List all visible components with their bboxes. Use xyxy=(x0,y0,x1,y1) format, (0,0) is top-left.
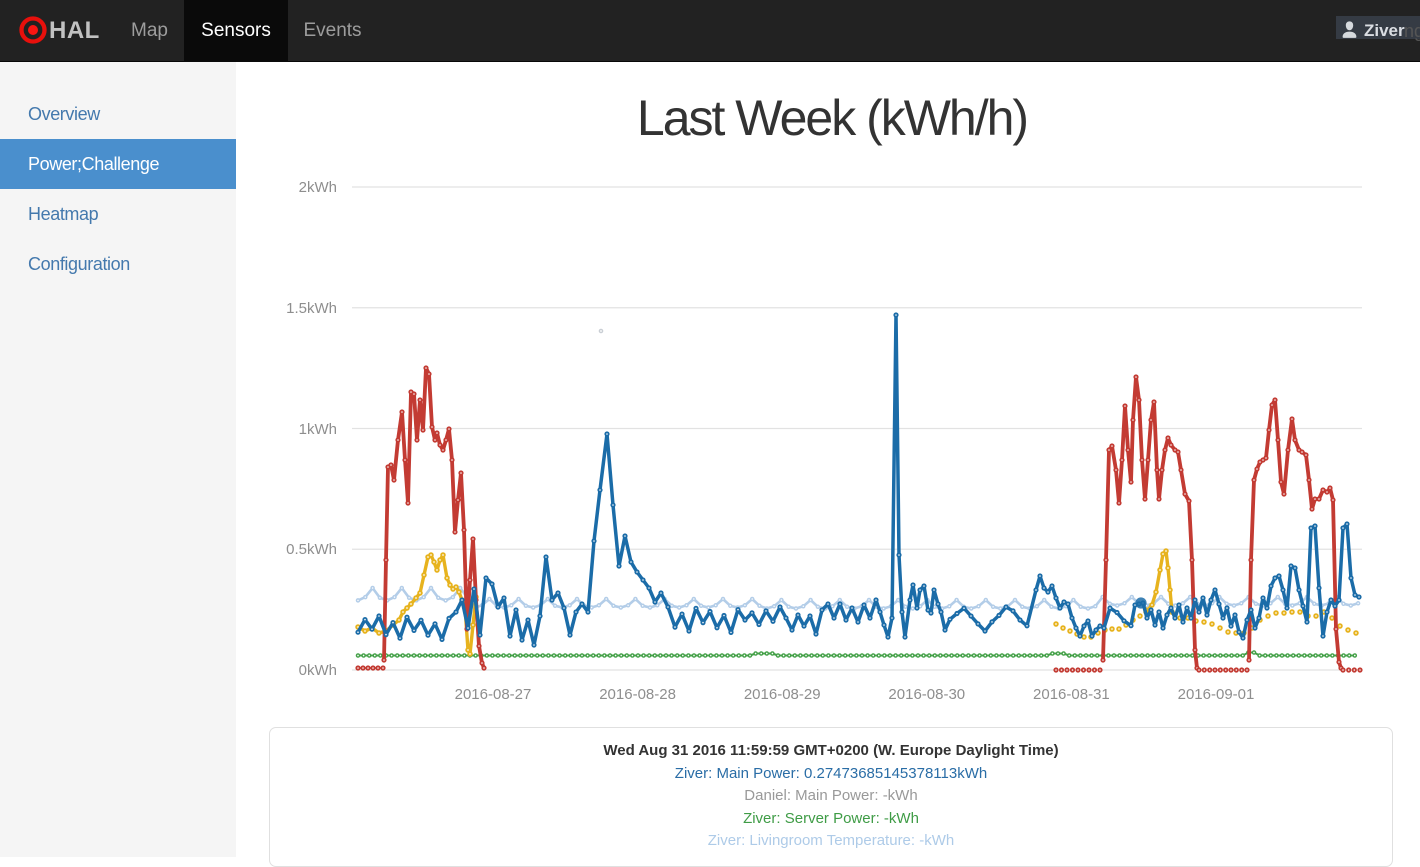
svg-text:2016-08-31: 2016-08-31 xyxy=(1033,686,1110,703)
svg-text:0.5kWh: 0.5kWh xyxy=(286,541,337,558)
svg-text:2016-09-01: 2016-09-01 xyxy=(1178,686,1255,703)
svg-text:0kWh: 0kWh xyxy=(299,662,337,679)
svg-text:2016-08-30: 2016-08-30 xyxy=(888,686,965,703)
svg-text:2016-08-28: 2016-08-28 xyxy=(599,686,676,703)
svg-text:2kWh: 2kWh xyxy=(299,179,337,196)
svg-text:1kWh: 1kWh xyxy=(299,421,337,438)
svg-text:2016-08-29: 2016-08-29 xyxy=(744,686,821,703)
svg-text:1.5kWh: 1.5kWh xyxy=(286,300,337,317)
svg-text:2016-08-27: 2016-08-27 xyxy=(455,686,532,703)
